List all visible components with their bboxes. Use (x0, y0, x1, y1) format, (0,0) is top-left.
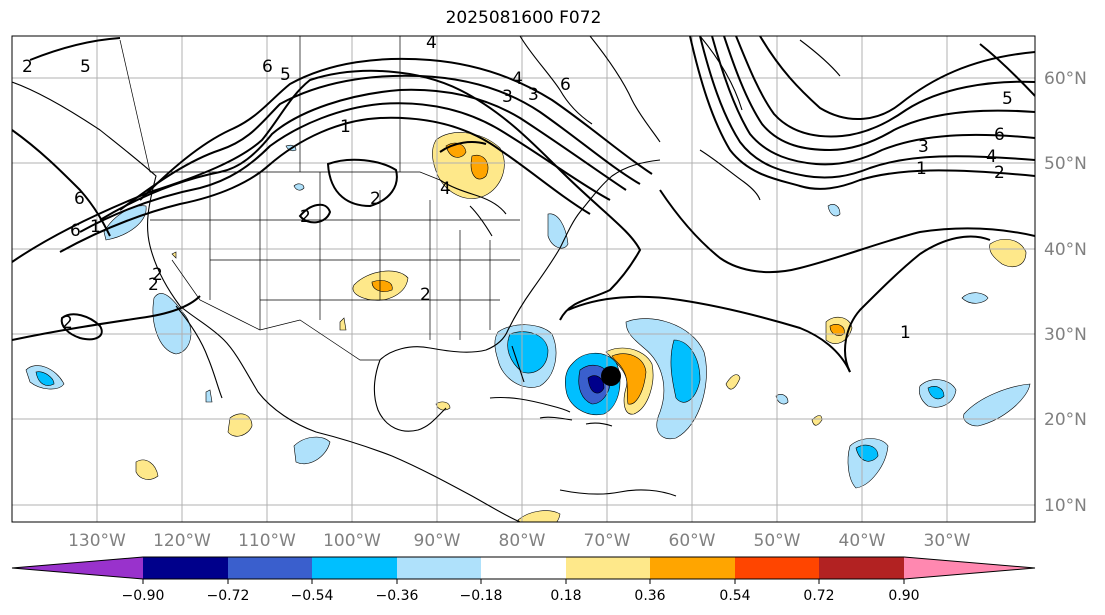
contour-label: 1 (900, 323, 911, 343)
lat-label: 40°N (1044, 240, 1087, 260)
latitude-labels: 60°N 50°N 40°N 30°N 20°N 10°N (1044, 69, 1087, 516)
contour-label: 5 (280, 65, 291, 85)
lon-label: 60°W (669, 531, 716, 551)
colorbar-segment (228, 557, 312, 579)
contour-label: 5 (1002, 89, 1013, 109)
contour-label: 2 (994, 163, 1005, 183)
colorbar-segment (735, 557, 819, 579)
colorbar-segment (481, 557, 566, 579)
contour-label: 3 (528, 85, 539, 105)
colorbar-tick-label: 0.72 (803, 588, 834, 604)
map-frame (11, 35, 1036, 523)
colorbar-tick-label: 0.54 (719, 588, 750, 604)
map-title: 2025081600 F072 (445, 8, 602, 28)
colorbar-min-extend (12, 557, 143, 579)
lat-label: 10°N (1044, 496, 1087, 516)
contour-label: 3 (918, 137, 929, 157)
colorbar: −0.90 −0.72 −0.54 −0.36 −0.18 0.18 0.36 … (11, 556, 1036, 604)
contour-label: 4 (512, 69, 523, 89)
contour-label: 6 (74, 189, 85, 209)
lat-lon-grid (12, 36, 1035, 522)
colorbar-tick-label: 0.18 (550, 588, 581, 604)
lon-label: 40°W (839, 531, 886, 551)
contour-label: 6 (560, 75, 571, 95)
colorbar-tick-label: −0.18 (460, 588, 503, 604)
lon-label: 110°W (238, 531, 296, 551)
colorbar-segment (650, 557, 735, 579)
contour-label: 4 (986, 147, 997, 167)
contour-label-group: 5 6 5 6 4 4 6 3 1 2 2 6 2 2 2 1 3 4 5 6 … (22, 33, 1013, 343)
contour-label: 6 (262, 57, 273, 77)
contour-label: 2 (370, 189, 381, 209)
colorbar-tick-label: −0.72 (207, 588, 250, 604)
contour-label: 2 (152, 265, 163, 285)
lon-label: 80°W (499, 531, 546, 551)
contour-label: 6 (70, 221, 81, 241)
contour-label: 6 (994, 125, 1005, 145)
contour-lines (12, 36, 1035, 373)
colorbar-tick-label: 0.36 (634, 588, 665, 604)
colorbar-tick-label: 0.90 (888, 588, 919, 604)
contour-label: 2 (22, 57, 33, 77)
lon-label: 130°W (68, 531, 126, 551)
lon-label: 120°W (153, 531, 211, 551)
colorbar-segment (566, 557, 650, 579)
contour-label: 1 (340, 117, 351, 137)
lat-label: 50°N (1044, 154, 1087, 174)
colorbar-segment (397, 557, 481, 579)
coastlines (12, 36, 841, 522)
lon-label: 30°W (924, 531, 971, 551)
colorbar-max-extend (904, 557, 1035, 579)
lat-label: 30°N (1044, 325, 1087, 345)
colorbar-segment (143, 557, 228, 579)
contour-label: 5 (80, 57, 91, 77)
lat-label: 20°N (1044, 410, 1087, 430)
contour-label: 2 (300, 207, 311, 227)
lon-label: 70°W (584, 531, 631, 551)
colorbar-tick-label: −0.36 (376, 588, 419, 604)
contour-label: 3 (502, 87, 513, 107)
contour-label: 2 (62, 313, 73, 333)
colorbar-tick-label: −0.54 (291, 588, 334, 604)
contour-label: 2 (148, 275, 159, 295)
political-borders (119, 36, 520, 361)
storm-center-marker (601, 366, 621, 386)
longitude-labels: 130°W 120°W 110°W 100°W 90°W 80°W 70°W 6… (68, 531, 971, 551)
contour-label: 1 (916, 159, 927, 179)
contour-label: 4 (440, 179, 451, 199)
lon-label: 100°W (323, 531, 381, 551)
contour-label: 1 (90, 217, 101, 237)
lon-label: 50°W (754, 531, 801, 551)
colorbar-segment (312, 557, 397, 579)
contour-label: 4 (426, 33, 437, 53)
contour-label: 2 (420, 285, 431, 305)
lat-label: 60°N (1044, 69, 1087, 89)
colorbar-tick-label: −0.90 (122, 588, 165, 604)
colorbar-segment (819, 557, 904, 579)
shaded-anomalies (25, 132, 1031, 522)
lon-label: 90°W (414, 531, 461, 551)
